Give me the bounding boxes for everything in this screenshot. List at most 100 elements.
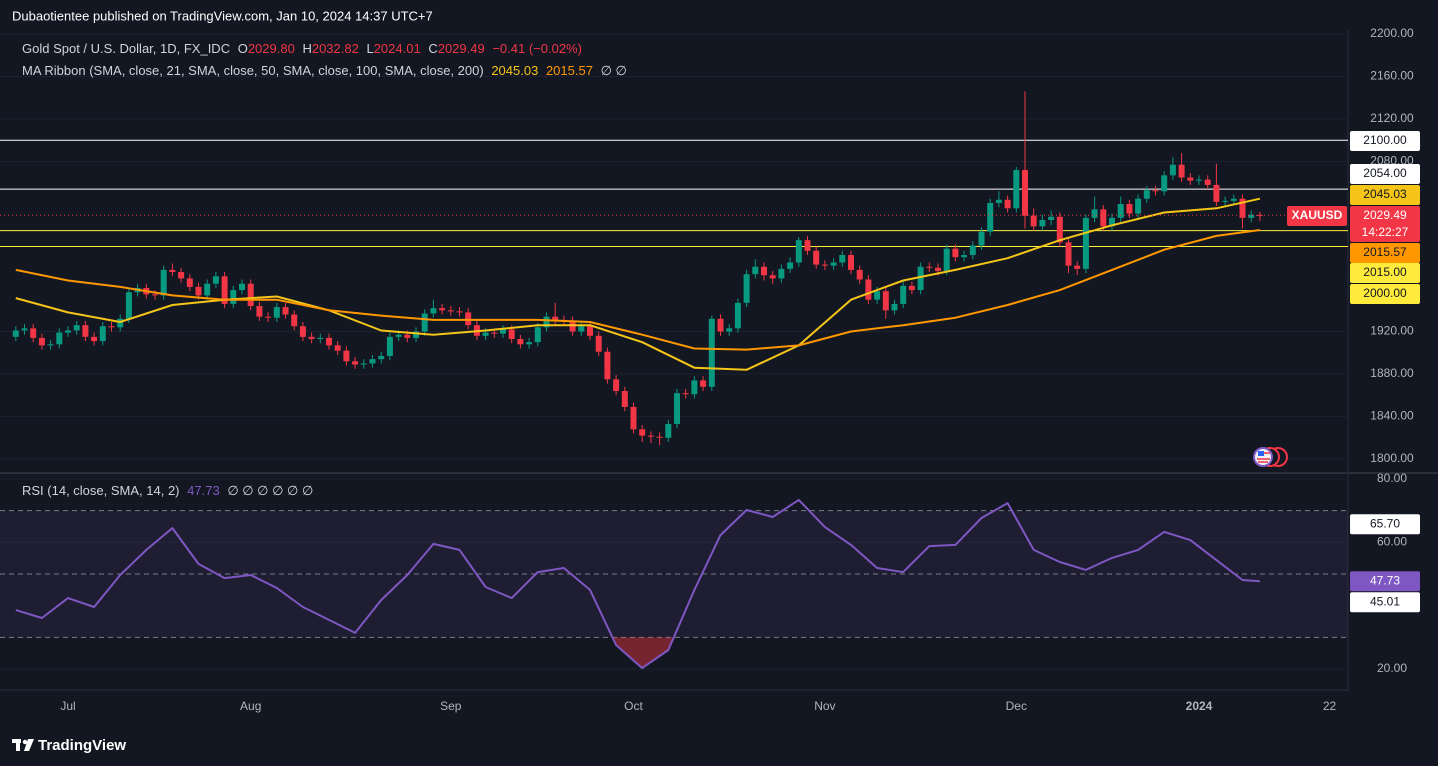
candle-body	[360, 363, 367, 365]
candle-body	[1100, 209, 1107, 227]
candle-body	[987, 202, 994, 232]
candle-body	[73, 325, 80, 331]
candle-body	[1091, 209, 1098, 218]
candle-body	[1161, 175, 1168, 192]
countdown-label: 14:22:27	[1362, 225, 1409, 239]
candle-body	[1004, 199, 1011, 209]
candle-body	[299, 326, 306, 337]
y-tick-label: 60.00	[1377, 535, 1407, 549]
candle-body	[639, 429, 646, 436]
event-icon	[1253, 447, 1273, 467]
candle-body	[595, 335, 602, 352]
logo-part	[16, 739, 20, 751]
candle-body	[734, 302, 741, 329]
candle-body	[221, 276, 228, 304]
rsi-band-fill	[0, 510, 1348, 638]
candle-body	[186, 278, 193, 287]
rsi-level-label: 45.01	[1370, 594, 1400, 608]
rsi-value-label: 47.73	[1370, 573, 1400, 587]
candle-body	[265, 316, 272, 318]
candle-body	[47, 344, 54, 346]
candle-body	[1065, 242, 1072, 266]
candle-body	[1022, 170, 1028, 216]
candle-body	[508, 329, 515, 339]
candle-body	[995, 199, 1002, 203]
legend-high: 2032.82	[312, 41, 359, 56]
legend-open: 2029.80	[248, 41, 295, 56]
candle-body	[534, 327, 541, 343]
candle-body	[552, 316, 559, 320]
candle-body	[891, 303, 898, 311]
candle-body	[152, 294, 158, 296]
candle-body	[952, 248, 959, 258]
candle-body	[1230, 198, 1237, 201]
candle-body	[1074, 265, 1081, 269]
y-tick-label: 1840.00	[1370, 409, 1414, 423]
candle-body	[1222, 200, 1229, 202]
candle-body	[447, 310, 454, 312]
candle-body	[621, 391, 628, 407]
candle-body	[1056, 216, 1063, 243]
candle-body	[821, 264, 828, 266]
candle-body	[334, 345, 341, 351]
candle-body	[421, 313, 428, 332]
legend-h: H	[302, 41, 311, 56]
candle-body	[38, 337, 45, 346]
legend-close: 2029.49	[438, 41, 485, 56]
candle-body	[526, 342, 533, 345]
rsi-level-label: 65.70	[1370, 516, 1400, 530]
candle-body	[413, 331, 419, 338]
y-tick-label: 2160.00	[1370, 69, 1414, 83]
ma-value: 2045.03	[491, 63, 538, 78]
candle-body	[395, 334, 402, 337]
candle-body	[256, 306, 263, 317]
rsi-value-label-box	[1350, 571, 1420, 592]
brand-logo	[12, 739, 34, 751]
candle-body	[117, 318, 124, 328]
candle-body	[961, 255, 968, 258]
candle-body	[978, 231, 985, 246]
ma-legend: MA Ribbon (SMA, close, 21, SMA, close, 5…	[22, 63, 627, 78]
legend-c: C	[428, 41, 437, 56]
candle-body	[813, 250, 820, 265]
candle-body	[882, 291, 889, 311]
candle-body	[239, 283, 245, 291]
candle-body	[56, 332, 63, 345]
candle-body	[1117, 204, 1124, 218]
candle-body	[500, 329, 506, 334]
candle-body	[99, 326, 106, 342]
candle-body	[1135, 198, 1142, 214]
ma-label-box	[1350, 243, 1420, 263]
candle-body	[465, 312, 472, 326]
candle-body	[839, 255, 846, 263]
candle-body	[291, 314, 298, 327]
logo-part	[22, 739, 28, 745]
candle-body	[1248, 214, 1255, 218]
symbol-label: XAUUSD	[1292, 208, 1343, 222]
candle-body	[717, 318, 724, 332]
axes: 1800.001840.001880.001920.002080.002120.…	[60, 26, 1420, 713]
candle-body	[787, 262, 794, 269]
candle-body	[1169, 164, 1176, 176]
ma-value: 2015.57	[546, 63, 593, 78]
rsi-empty: ∅ ∅ ∅ ∅ ∅ ∅	[227, 483, 313, 498]
candle-body	[656, 436, 663, 438]
candle-body	[369, 359, 376, 364]
candle-body	[926, 266, 933, 268]
level-label-box	[1350, 164, 1420, 184]
series-line	[15, 229, 1261, 351]
level-label-box	[1350, 263, 1420, 283]
candle-body	[1152, 190, 1159, 192]
candle-body	[125, 292, 132, 319]
x-tick-label: Nov	[814, 699, 835, 713]
candle-body	[604, 351, 611, 380]
candle-body	[917, 266, 924, 291]
candle-body	[65, 330, 71, 333]
candle-body	[935, 267, 941, 271]
candle-body	[204, 283, 211, 296]
symbol-name: Gold Spot / U.S. Dollar, 1D, FX_IDC	[22, 41, 230, 56]
ma-label: 2015.57	[1363, 245, 1407, 259]
candle-body	[969, 245, 976, 256]
